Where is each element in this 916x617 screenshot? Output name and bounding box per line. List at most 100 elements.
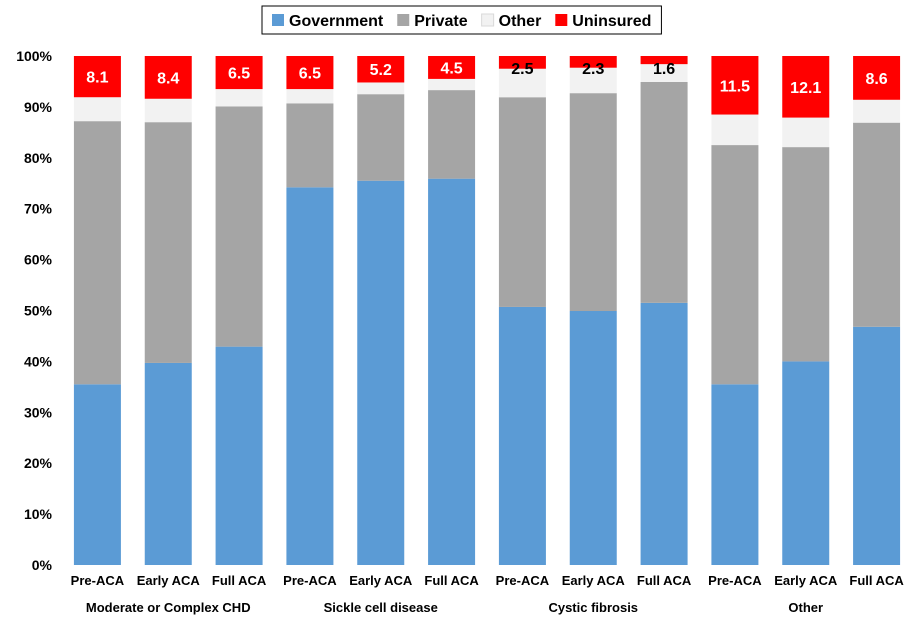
bar-segment-government: [640, 302, 688, 565]
bar-stack: 4.5: [428, 56, 476, 565]
bar-segment-other: [73, 97, 121, 122]
bar-stack: 2.5: [498, 56, 546, 565]
y-tick-label: 0%: [32, 557, 53, 573]
bar-segment-uninsured: [357, 56, 405, 83]
data-label: 2.3: [582, 61, 604, 78]
legend-swatch-government: [272, 14, 284, 26]
x-axis: Pre-ACA Early ACA Full ACA Pre-ACA Early ACA…: [71, 573, 905, 615]
data-label: 6.5: [228, 66, 250, 83]
legend-label-government: Government: [289, 13, 384, 30]
bar-segment-uninsured: [853, 56, 901, 100]
bar-segment-other: [782, 117, 830, 148]
legend-swatch-other: [481, 13, 495, 27]
y-axis: 0% 10% 20% 30% 40% 50% 60% 70% 80% 90% 100%: [16, 48, 52, 573]
legend-label-other: Other: [499, 13, 542, 30]
bar-segment-uninsured: [286, 56, 334, 90]
legend-swatch-private: [397, 14, 410, 26]
bar-segment-government: [569, 311, 617, 565]
x-tick-label: Pre-ACA: [283, 573, 337, 588]
bar-segment-private: [215, 106, 263, 347]
bar-segment-uninsured: [428, 56, 476, 79]
x-tick-label: Pre-ACA: [496, 573, 550, 588]
bar-segment-government: [711, 384, 759, 565]
bar-segment-other: [711, 114, 759, 146]
bar-stack: 2.3: [569, 56, 617, 565]
x-tick-label: Early ACA: [349, 573, 413, 588]
bar-stack: 8.1: [73, 56, 121, 565]
bar-segment-uninsured: [73, 56, 121, 98]
bar-segment-private: [498, 97, 546, 307]
data-label: 8.1: [86, 70, 108, 87]
x-tick-label: Full ACA: [424, 573, 479, 588]
bar-segment-other: [569, 67, 617, 94]
x-tick-label: Early ACA: [774, 573, 838, 588]
bar-segment-government: [782, 361, 830, 565]
bar-segment-private: [144, 122, 192, 363]
bar-segment-uninsured: [711, 56, 759, 115]
bar-segment-government: [73, 384, 121, 565]
bar-segment-government: [428, 178, 476, 565]
bar-segment-private: [640, 81, 688, 303]
y-tick-label: 100%: [16, 48, 52, 64]
y-tick-label: 80%: [24, 150, 53, 166]
bar-segment-uninsured: [782, 56, 830, 118]
bar-segment-other: [357, 82, 405, 95]
y-tick-label: 30%: [24, 404, 53, 420]
bar-stack: 12.1: [782, 56, 830, 565]
y-tick-label: 50%: [24, 303, 53, 319]
bar-stack: 6.5: [215, 56, 263, 565]
bar-segment-private: [73, 121, 121, 385]
data-label: 5.2: [370, 62, 392, 79]
data-label: 1.6: [653, 61, 675, 78]
y-tick-label: 40%: [24, 353, 53, 369]
legend-swatch-uninsured: [555, 14, 568, 26]
bar-segment-government: [853, 326, 901, 565]
bar-segment-other: [498, 68, 546, 98]
bar-segment-other: [215, 89, 263, 107]
bar-segment-private: [286, 103, 334, 188]
bar-segment-other: [286, 89, 334, 104]
bar-segment-private: [428, 90, 476, 179]
bar-stack: 6.5: [286, 56, 334, 565]
data-label: 2.5: [511, 61, 533, 78]
legend: Government Private Other Uninsured: [261, 5, 662, 35]
x-tick-label: Early ACA: [562, 573, 626, 588]
bar-segment-uninsured: [498, 56, 546, 69]
data-label: 11.5: [720, 78, 750, 95]
y-tick-label: 20%: [24, 455, 53, 471]
bar-segment-other: [853, 99, 901, 123]
bar-segment-government: [286, 187, 334, 565]
bar-segment-other: [640, 64, 688, 82]
bar-segment-government: [215, 346, 263, 565]
data-label: 8.4: [157, 70, 179, 87]
y-tick-label: 10%: [24, 506, 53, 522]
y-tick-label: 70%: [24, 201, 53, 217]
bar-segment-private: [782, 147, 830, 362]
bar-segment-uninsured: [144, 56, 192, 99]
data-label: 4.5: [440, 60, 462, 77]
group-label-moderate-or-complex-chd: Moderate or Complex CHD: [86, 600, 251, 615]
bar-stack: 11.5: [711, 56, 759, 565]
x-tick-label: Full ACA: [637, 573, 692, 588]
bar-segment-government: [498, 306, 546, 565]
legend-label-uninsured: Uninsured: [572, 13, 651, 30]
data-label: 6.5: [299, 66, 321, 83]
bar-segment-private: [853, 122, 901, 327]
y-tick-label: 60%: [24, 252, 53, 268]
bar-segment-other: [144, 98, 192, 123]
bar-segment-other: [428, 78, 476, 91]
bar-segment-uninsured: [640, 56, 688, 65]
bar-segment-uninsured: [569, 56, 617, 68]
x-tick-label: Early ACA: [137, 573, 201, 588]
bar-segment-uninsured: [215, 56, 263, 90]
y-tick-label: 90%: [24, 99, 53, 115]
legend-frame: [261, 5, 662, 35]
x-tick-label: Full ACA: [849, 573, 904, 588]
x-tick-label: Pre-ACA: [708, 573, 762, 588]
bar-stack: 8.4: [144, 56, 192, 565]
bar-stack: 5.2: [357, 56, 405, 565]
x-tick-label: Pre-ACA: [71, 573, 125, 588]
x-tick-label: Full ACA: [212, 573, 267, 588]
bar-segment-private: [357, 94, 405, 181]
